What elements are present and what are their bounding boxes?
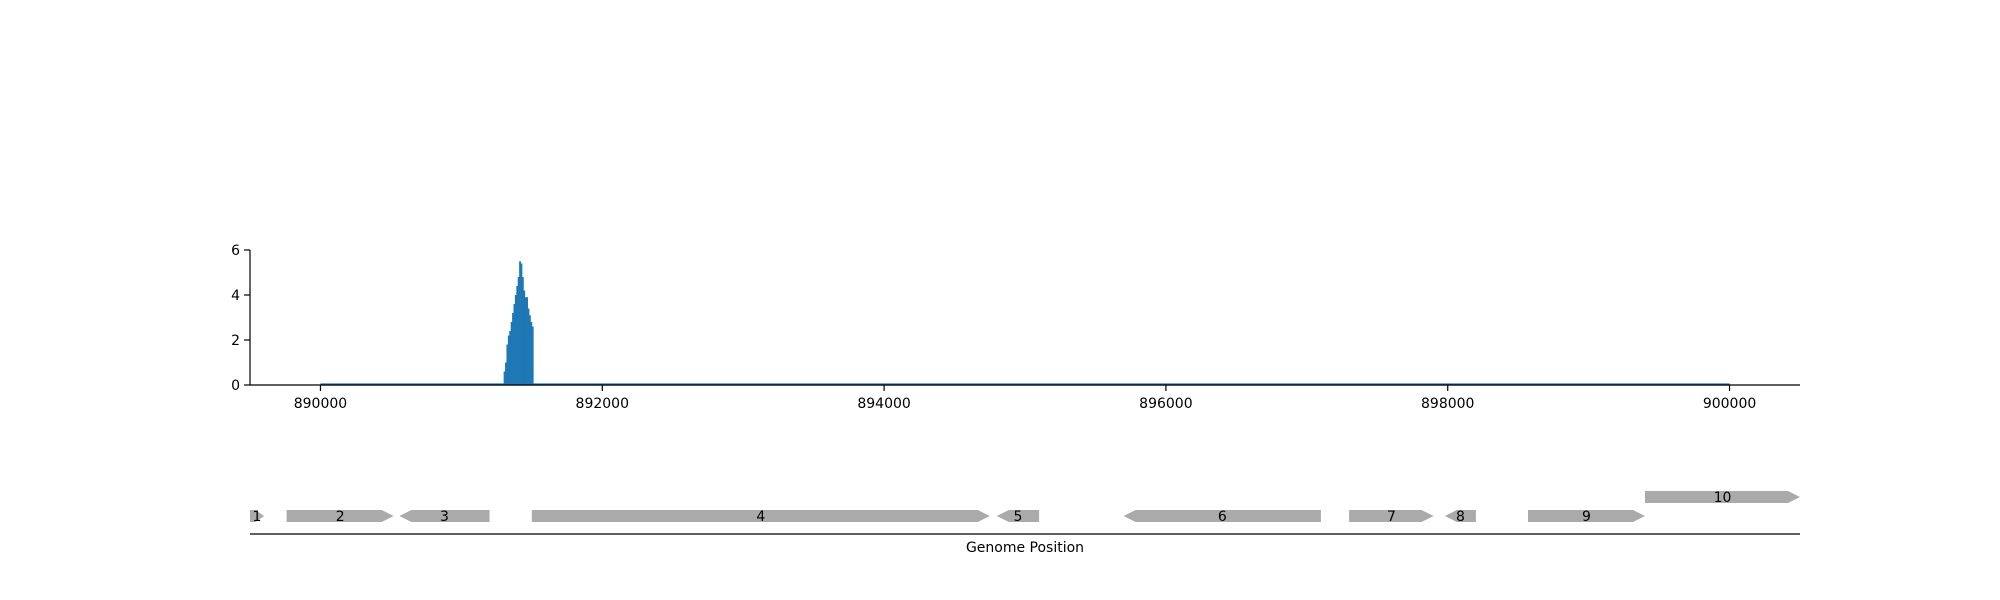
y-tick-label: 6 <box>231 243 240 259</box>
coverage-bar <box>512 313 514 385</box>
x-tick-label: 898000 <box>1421 396 1474 412</box>
coverage-plot: 0 2 4 6 890000 892000 894000 896000 898000 90000… <box>231 243 1800 412</box>
gene-arrow <box>399 510 490 522</box>
gene-arrow <box>250 510 265 522</box>
gene-arrow <box>531 510 990 522</box>
coverage-bar <box>523 290 526 385</box>
coverage-bar <box>520 263 523 385</box>
x-ticks: 890000 892000 894000 896000 898000 900000 <box>294 385 1756 412</box>
y-tick-label: 2 <box>231 333 240 349</box>
x-tick-label: 892000 <box>576 396 629 412</box>
x-axis-label: Genome Position <box>966 540 1084 556</box>
gene-label: 6 <box>1218 509 1227 525</box>
x-tick-label: 896000 <box>1139 396 1192 412</box>
x-tick-label: 900000 <box>1703 396 1756 412</box>
gene-label: 10 <box>1714 490 1732 506</box>
coverage-bars <box>503 261 534 385</box>
y-ticks: 0 2 4 6 <box>231 243 250 394</box>
gene-arrow <box>1349 510 1434 522</box>
coverage-bar <box>526 297 528 385</box>
coverage-bar <box>514 295 517 385</box>
gene-label: 5 <box>1014 509 1023 525</box>
coverage-bar <box>505 362 507 385</box>
coverage-bar <box>527 308 530 385</box>
coverage-bar <box>516 286 519 385</box>
coverage-bar <box>510 322 513 385</box>
gene-label: 2 <box>336 509 345 525</box>
coverage-bar <box>509 331 512 385</box>
coverage-bar <box>524 297 527 385</box>
gene-arrow <box>1123 510 1321 522</box>
coverage-bar <box>513 304 516 385</box>
coverage-bar <box>521 277 524 385</box>
gene-arrow <box>1444 510 1476 522</box>
y-tick-label: 0 <box>231 378 240 394</box>
gene-label: 9 <box>1582 509 1591 525</box>
y-tick-label: 4 <box>231 288 240 304</box>
gene-arrow <box>1645 491 1800 503</box>
coverage-bar <box>519 261 521 385</box>
gene-arrow <box>286 510 394 522</box>
gene-label: 8 <box>1456 509 1465 525</box>
coverage-bar <box>530 322 533 385</box>
gene-label: 4 <box>756 509 765 525</box>
gene-arrow <box>1528 510 1645 522</box>
gene-arrow <box>996 510 1040 522</box>
coverage-bar <box>531 326 534 385</box>
coverage-bar <box>506 344 509 385</box>
coverage-bar <box>503 371 506 385</box>
coverage-bar <box>507 335 510 385</box>
coverage-bar <box>517 277 520 385</box>
gene-track: 1 2 3 4 5 6 7 8 9 10 Genome Position <box>250 490 1800 556</box>
gene-label: 3 <box>440 509 449 525</box>
coverage-bar <box>529 315 531 385</box>
gene-features: 1 2 3 4 5 6 7 8 9 10 <box>250 490 1800 525</box>
gene-label: 1 <box>253 509 262 525</box>
x-tick-label: 890000 <box>294 396 347 412</box>
x-tick-label: 894000 <box>857 396 910 412</box>
gene-label: 7 <box>1387 509 1396 525</box>
